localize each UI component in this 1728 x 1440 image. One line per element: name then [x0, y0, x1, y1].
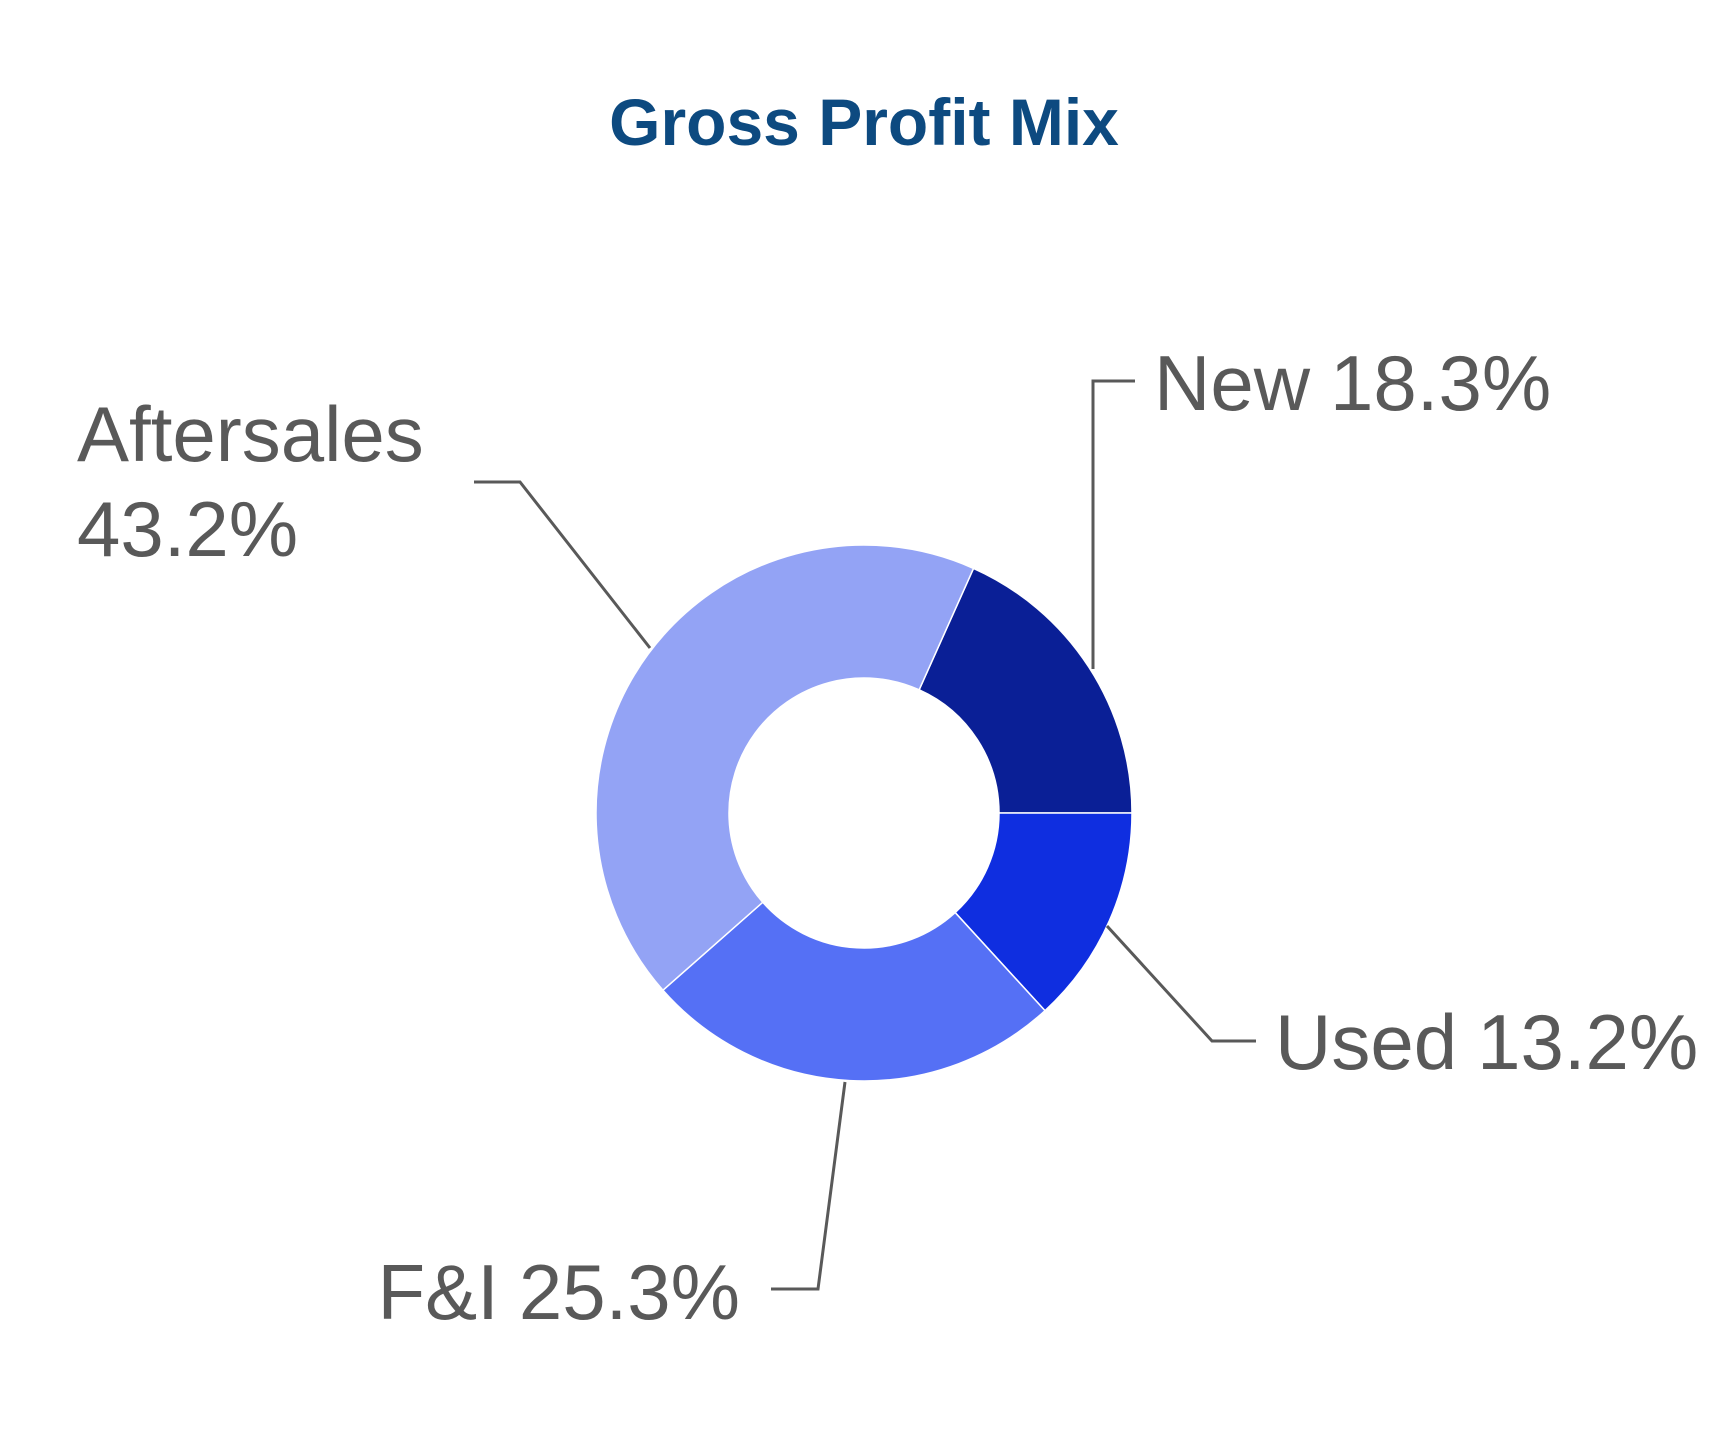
leader-line — [1091, 379, 1135, 669]
donut-slice — [661, 901, 1047, 1082]
donut-slice — [954, 812, 1133, 1012]
category-label: Used — [1275, 998, 1457, 1086]
leader-line — [1105, 924, 1256, 1043]
value-label: 13.2% — [1477, 998, 1698, 1086]
data-label: 43.2% — [77, 485, 298, 573]
leader-line — [771, 1081, 847, 1291]
category-label: Aftersales — [77, 390, 424, 478]
data-label: New 18.3% — [1154, 339, 1551, 427]
data-label: F&I 25.3% — [377, 1248, 740, 1336]
donut-slice — [595, 544, 975, 992]
donut-slice — [918, 567, 1133, 814]
chart-title: Gross Profit Mix — [609, 85, 1119, 159]
category-label: New — [1154, 339, 1311, 427]
data-label: Aftersales — [77, 390, 424, 478]
data-label: Used 13.2% — [1275, 998, 1698, 1086]
value-label: 25.3% — [519, 1248, 740, 1336]
leader-line — [474, 480, 652, 649]
category-label: F&I — [377, 1248, 498, 1336]
value-label: 18.3% — [1330, 339, 1551, 427]
value-label: 43.2% — [77, 485, 298, 573]
